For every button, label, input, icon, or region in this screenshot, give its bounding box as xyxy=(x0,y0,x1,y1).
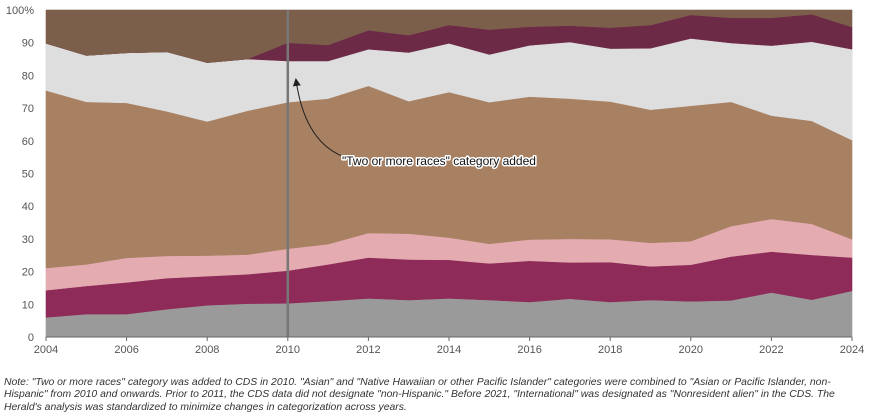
stacked-area-chart: 0 10 20 30 40 50 60 70 80 90 100% 2004 2006 2008 2010 2… xyxy=(6,5,864,356)
y-tick-label-30: 30 xyxy=(22,234,34,246)
x-tick-label-2008: 2008 xyxy=(195,344,219,356)
x-tick-label-2016: 2016 xyxy=(517,344,541,356)
y-tick-label-0: 0 xyxy=(28,332,34,344)
y-tick-label-50: 50 xyxy=(22,169,34,181)
annotation-text: "Two or more races" category added xyxy=(342,154,536,168)
x-tick-label-2006: 2006 xyxy=(114,344,138,356)
y-tick-label-90: 90 xyxy=(22,38,34,50)
y-tick-label-100: 100% xyxy=(6,5,34,17)
annotation-arrow xyxy=(292,78,343,157)
x-tick-label-2012: 2012 xyxy=(356,344,380,356)
y-tick-label-60: 60 xyxy=(22,136,34,148)
y-tick-label-80: 80 xyxy=(22,70,34,82)
x-tick-label-2022: 2022 xyxy=(759,344,783,356)
y-tick-label-20: 20 xyxy=(22,267,34,279)
axes: 0 10 20 30 40 50 60 70 80 90 100% 2004 2006 2008 2010 2… xyxy=(6,5,864,356)
y-tick-label-70: 70 xyxy=(22,103,34,115)
x-tick-label-2004: 2004 xyxy=(34,344,58,356)
y-tick-label-40: 40 xyxy=(22,201,34,213)
x-tick-label-2010: 2010 xyxy=(276,344,300,356)
x-tick-label-2024: 2024 xyxy=(840,344,864,356)
annotation-group: "Two or more races" category added xyxy=(292,78,537,170)
y-tick-label-10: 10 xyxy=(22,299,34,311)
footnote: Note: "Two or more races" category was a… xyxy=(4,377,835,413)
area-layers xyxy=(45,9,853,338)
x-tick-label-2014: 2014 xyxy=(437,344,461,356)
x-tick-label-2020: 2020 xyxy=(679,344,703,356)
x-tick-label-2018: 2018 xyxy=(598,344,622,356)
